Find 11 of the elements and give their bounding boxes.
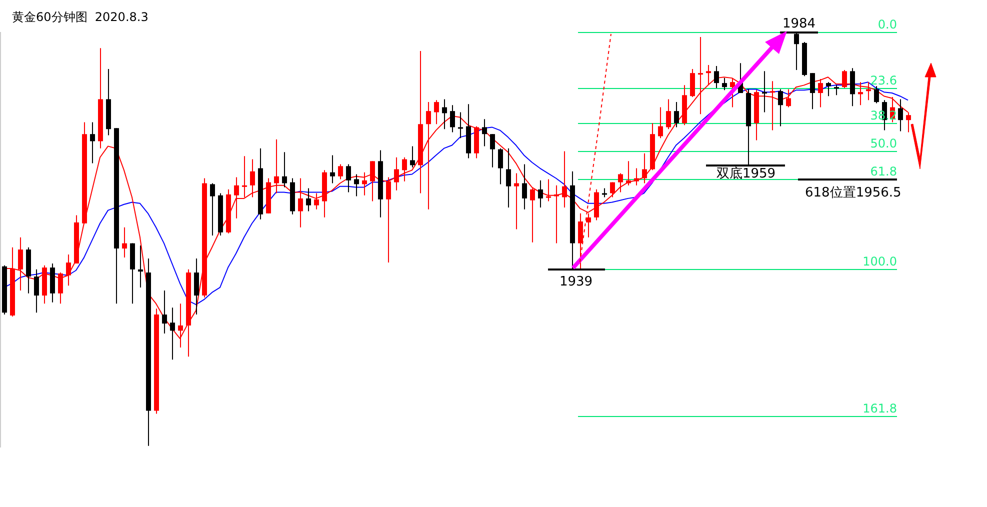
y-tick-label: 61.8 bbox=[870, 164, 897, 178]
annotation: 1984 bbox=[782, 16, 816, 32]
y-tick-label: 100.0 bbox=[862, 254, 897, 268]
annotation: 双底1959 bbox=[716, 166, 776, 182]
y-tick-label: 161.8 bbox=[862, 402, 897, 416]
y-tick-label: 50.0 bbox=[870, 136, 897, 150]
ref-line-label: 618位置1956.5 bbox=[805, 186, 902, 200]
chart-title: 黄金60分钟图 2020.8.3 bbox=[12, 9, 148, 26]
y-tick-label: 0.0 bbox=[878, 18, 897, 32]
annotation: 1939 bbox=[559, 274, 593, 290]
y-tick-label: 23.6 bbox=[870, 74, 897, 88]
